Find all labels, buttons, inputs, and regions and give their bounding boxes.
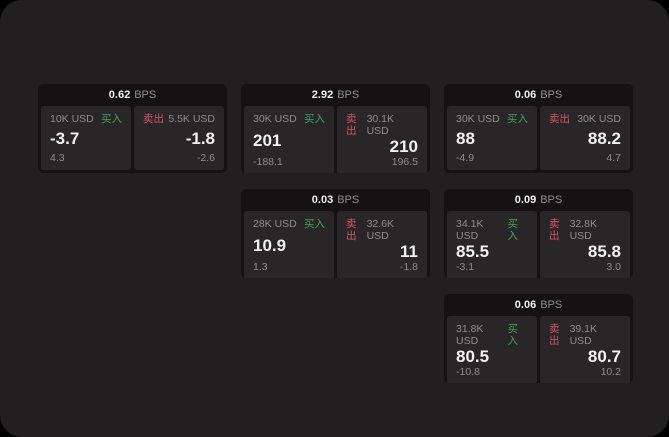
buy-panel[interactable]: 28K USD 买入 10.9 1.3 [244,211,334,278]
sell-delta: 3.0 [606,261,621,273]
card-body: 30K USD 买入 88 -4.9 卖出 30K USD 88.2 4.7 [444,106,633,173]
buy-amount: 30K USD [456,113,500,125]
sell-price: 88.2 [587,129,621,148]
buy-panel[interactable]: 30K USD 买入 88 -4.9 [447,106,537,170]
quote-card: 0.03 BPS 28K USD 买入 10.9 1.3 卖出 32.6K US… [241,189,430,278]
quote-card: 0.06 BPS 30K USD 买入 88 -4.9 卖出 30K USD 8… [444,84,633,173]
buy-button[interactable]: 买入 [101,113,122,125]
buy-button[interactable]: 买入 [304,113,325,125]
buy-button[interactable]: 买入 [507,113,528,125]
buy-amount: 28K USD [253,218,297,230]
card-body: 10K USD 买入 -3.7 4.3 卖出 5.5K USD -1.8 -2.… [38,106,227,173]
sell-price: -1.8 [185,129,215,148]
sell-amount: 32.8K USD [569,218,598,242]
buy-price: 10.9 [253,236,287,255]
buy-amount: 31.8K USD [456,323,484,347]
bps-value: 0.06 [514,299,537,311]
card-header: 0.03 BPS [241,189,430,211]
sell-amount: 32.6K USD [366,218,395,242]
buy-amount: 30K USD [253,113,297,125]
buy-price: -3.7 [50,129,80,148]
buy-delta: 4.3 [50,152,65,164]
buy-delta: -10.8 [456,366,480,378]
bps-value: 0.09 [514,194,537,206]
bps-value: 2.92 [311,89,334,101]
sell-panel[interactable]: 卖出 32.6K USD 11 -1.8 [337,211,427,278]
buy-button[interactable]: 买入 [304,218,325,230]
buy-price: 85.5 [456,242,490,261]
sell-button[interactable]: 卖出 [346,113,357,137]
sell-amount: 30.1K USD [366,113,395,137]
buy-price: 88 [456,129,475,148]
sell-price: 85.8 [587,242,621,261]
buy-delta: 1.3 [253,261,268,273]
card-header: 2.92 BPS [241,84,430,106]
sell-delta: -2.6 [196,152,215,164]
sell-amount: 5.5K USD [168,113,215,125]
quote-card: 0.09 BPS 34.1K USD 买入 85.5 -3.1 卖出 32.8K… [444,189,633,278]
buy-button[interactable]: 买入 [507,323,518,347]
buy-amount: 34.1K USD [456,218,484,242]
sell-panel[interactable]: 卖出 39.1K USD 80.7 10.2 [540,316,630,383]
buy-amount: 10K USD [50,113,94,125]
sell-delta: -1.8 [399,261,418,273]
bps-unit-label: BPS [540,299,563,311]
buy-panel[interactable]: 34.1K USD 买入 85.5 -3.1 [447,211,537,278]
quote-card: 0.06 BPS 31.8K USD 买入 80.5 -10.8 卖出 39.1… [444,294,633,383]
buy-panel[interactable]: 31.8K USD 买入 80.5 -10.8 [447,316,537,383]
sell-button[interactable]: 卖出 [549,218,560,242]
buy-price: 80.5 [456,347,490,366]
sell-button[interactable]: 卖出 [549,323,560,347]
sell-panel[interactable]: 卖出 32.8K USD 85.8 3.0 [540,211,630,278]
sell-amount: 30K USD [577,113,621,125]
buy-price: 201 [253,131,282,150]
card-body: 28K USD 买入 10.9 1.3 卖出 32.6K USD 11 -1.8 [241,211,430,278]
buy-panel[interactable]: 30K USD 买入 201 -188.1 [244,106,334,173]
bps-value: 0.06 [514,89,537,101]
buy-delta: -4.9 [456,152,475,164]
sell-panel[interactable]: 卖出 30K USD 88.2 4.7 [540,106,630,170]
buy-delta: -3.1 [456,261,475,273]
sell-amount: 39.1K USD [569,323,598,347]
sell-panel[interactable]: 卖出 5.5K USD -1.8 -2.6 [134,106,224,170]
sell-button[interactable]: 卖出 [143,113,164,125]
sell-button[interactable]: 卖出 [549,113,570,125]
buy-button[interactable]: 买入 [507,218,518,242]
sell-button[interactable]: 卖出 [346,218,357,242]
sell-delta: 4.7 [606,152,621,164]
sell-delta: 196.5 [391,156,418,168]
bps-unit-label: BPS [540,89,563,101]
bps-unit-label: BPS [134,89,157,101]
sell-panel[interactable]: 卖出 30.1K USD 210 196.5 [337,106,427,173]
bps-value: 0.03 [311,194,334,206]
quote-card: 2.92 BPS 30K USD 买入 201 -188.1 卖出 30.1K … [241,84,430,173]
card-body: 30K USD 买入 201 -188.1 卖出 30.1K USD 210 1… [241,106,430,173]
card-header: 0.09 BPS [444,189,633,211]
quote-card: 0.62 BPS 10K USD 买入 -3.7 4.3 卖出 5.5K USD… [38,84,227,173]
cards-grid: 0.62 BPS 10K USD 买入 -3.7 4.3 卖出 5.5K USD… [38,84,633,383]
sell-price: 210 [389,137,418,156]
bps-unit-label: BPS [540,194,563,206]
buy-delta: -188.1 [253,156,283,168]
sell-price: 80.7 [587,347,621,366]
card-header: 0.62 BPS [38,84,227,106]
card-body: 34.1K USD 买入 85.5 -3.1 卖出 32.8K USD 85.8… [444,211,633,278]
bps-unit-label: BPS [337,89,360,101]
sell-delta: 10.2 [600,366,621,378]
card-body: 31.8K USD 买入 80.5 -10.8 卖出 39.1K USD 80.… [444,316,633,383]
sell-price: 11 [400,242,418,261]
buy-panel[interactable]: 10K USD 买入 -3.7 4.3 [41,106,131,170]
card-header: 0.06 BPS [444,294,633,316]
bps-unit-label: BPS [337,194,360,206]
bps-value: 0.62 [108,89,131,101]
card-header: 0.06 BPS [444,84,633,106]
